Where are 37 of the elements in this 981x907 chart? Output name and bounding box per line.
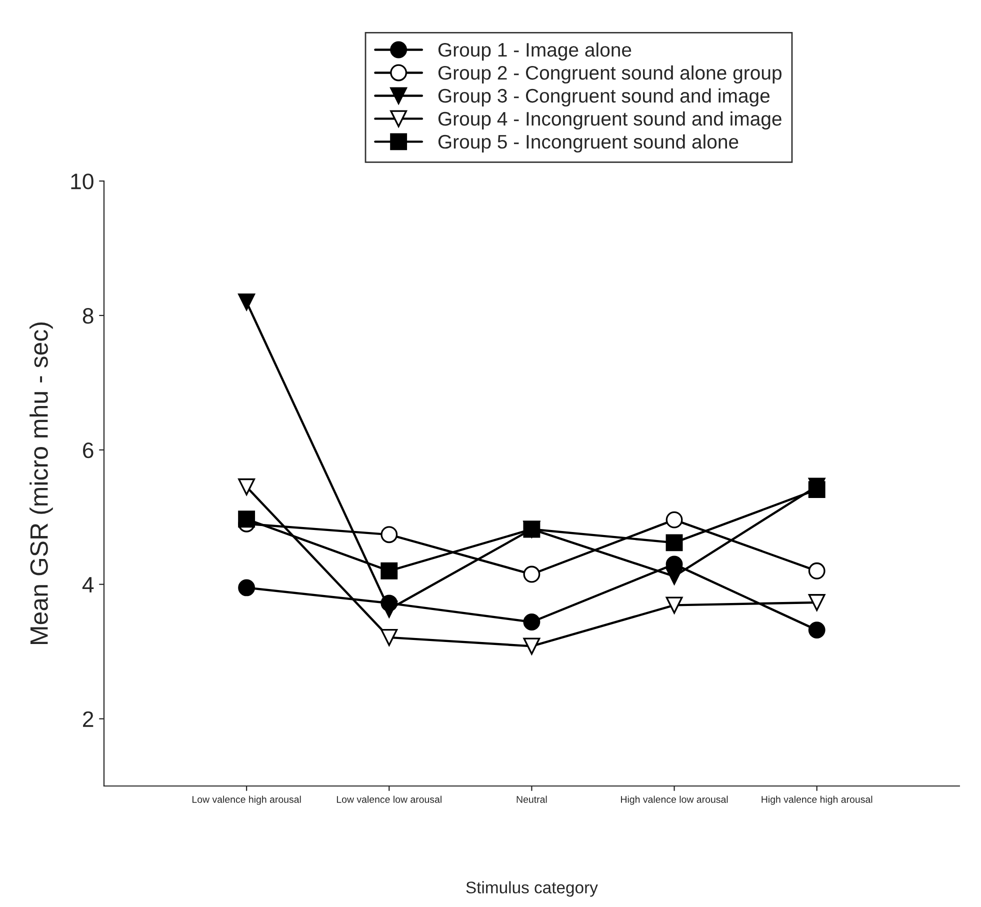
point <box>666 568 683 585</box>
point <box>238 294 256 311</box>
point <box>666 596 683 614</box>
y-tick-label: 6 <box>83 442 94 458</box>
y-tick-label: 4 <box>82 577 94 592</box>
point <box>380 526 398 544</box>
x-tick-label: Neutral <box>516 796 547 803</box>
point <box>523 520 540 538</box>
point <box>523 638 540 655</box>
legend-label: Group 2 - Congruent sound alone group <box>438 65 782 84</box>
point <box>380 562 398 580</box>
point <box>523 566 540 583</box>
point <box>808 622 826 639</box>
legend-label: Group 1 - Image alone <box>438 42 632 61</box>
point <box>523 614 540 630</box>
point <box>666 534 683 552</box>
x-tick-label: High valence high arousal <box>762 796 872 805</box>
legend-label: Group 4 - Incongruent sound and image <box>438 111 782 130</box>
legend-label: Group 5 - Incongruent sound alone <box>438 134 738 153</box>
x-tick-label: Low valence low arousal <box>336 796 442 803</box>
x-tick-label: Low valence high arousal <box>192 796 301 805</box>
point <box>808 562 826 580</box>
point <box>808 594 826 611</box>
point <box>380 628 398 646</box>
point <box>238 510 256 528</box>
point <box>238 478 256 496</box>
y-tick-label: 8 <box>82 308 94 324</box>
y-axis-title: Mean GSR (micro mhu - sec) <box>30 322 53 644</box>
y-tick-label: 10 <box>71 174 94 190</box>
y-tick-label: 2 <box>83 711 94 727</box>
point <box>380 600 398 618</box>
legend-label: Group 3 - Congruent sound and image <box>438 88 770 107</box>
x-axis-title: Stimulus category <box>466 881 598 897</box>
point <box>808 481 826 498</box>
point <box>238 579 256 596</box>
x-tick-label: High valence low arousal <box>621 796 728 805</box>
point <box>666 511 683 528</box>
